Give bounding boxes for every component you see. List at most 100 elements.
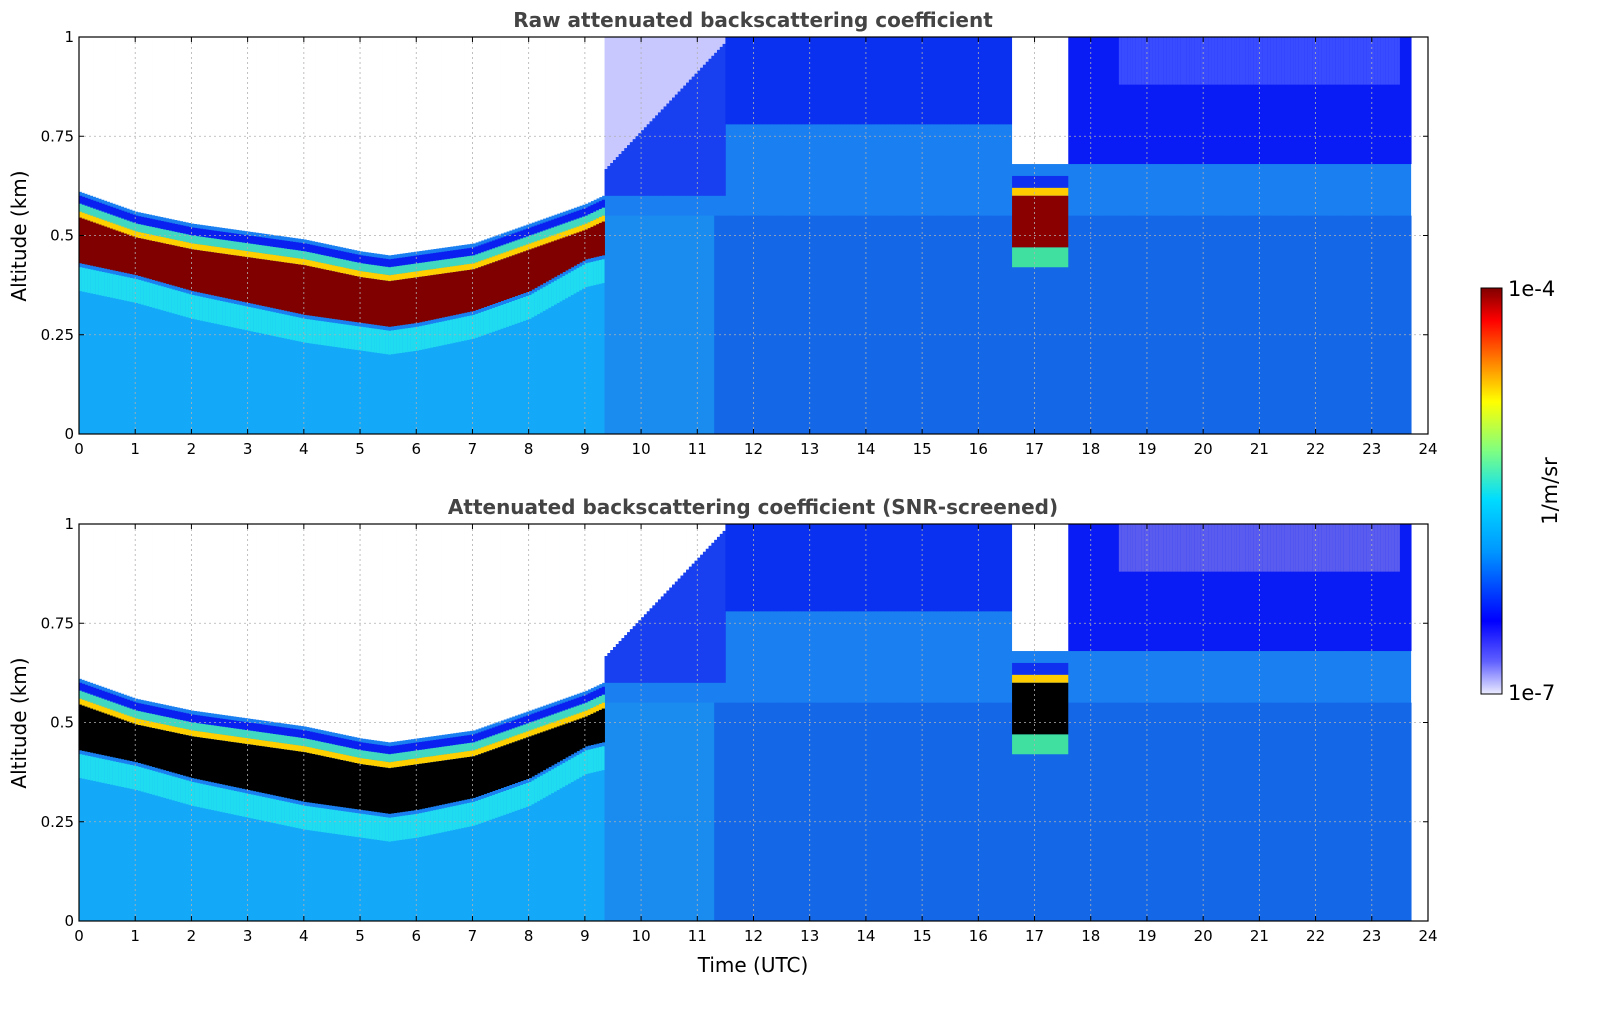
upper-column <box>1332 37 1336 165</box>
upper-column <box>1146 524 1151 652</box>
noise-column <box>607 653 611 683</box>
aerosol-column <box>267 311 271 434</box>
aerosol-column <box>1399 215 1404 434</box>
clear-sky-column <box>480 524 485 728</box>
aerosol-column <box>868 215 872 434</box>
clear-sky-column <box>329 524 333 732</box>
noise-column <box>615 37 619 158</box>
no-signal-column <box>1034 524 1038 652</box>
aerosol-column <box>500 304 504 329</box>
cloud-edge <box>93 200 97 209</box>
aerosol-column <box>705 702 709 921</box>
cloud-core <box>539 732 544 772</box>
aerosol-column <box>480 311 485 336</box>
cloud-edge <box>492 240 496 249</box>
cloud-edge <box>548 707 552 716</box>
cloud-edge <box>556 233 560 240</box>
upper-column <box>733 524 738 612</box>
aerosol-column <box>601 746 605 921</box>
noise-column <box>708 524 712 546</box>
upper-column <box>882 524 886 612</box>
cloud-edge <box>559 711 563 720</box>
aerosol-column <box>163 774 167 921</box>
upper-column <box>1124 524 1128 652</box>
cloud-edge <box>174 726 178 733</box>
clear-sky-column <box>191 37 195 224</box>
cloud-core <box>166 731 170 771</box>
noise-column <box>1307 37 1311 85</box>
upper-column <box>1205 524 1210 652</box>
aerosol-column <box>1222 215 1227 434</box>
clear-sky-column <box>486 524 490 726</box>
aerosol-column <box>511 301 516 325</box>
noise-column <box>1130 37 1134 85</box>
cloud-edge <box>508 737 513 744</box>
clear-sky-column <box>87 37 91 195</box>
clear-sky-column <box>233 37 237 230</box>
aerosol-column <box>275 312 279 337</box>
upper-column <box>1245 37 1249 165</box>
aerosol-column <box>787 702 791 921</box>
noise-column <box>1256 37 1260 85</box>
cloud-edge <box>374 257 378 266</box>
clear-sky-column <box>132 37 136 211</box>
aerosol-column <box>132 765 136 921</box>
cloud-edge <box>553 218 558 227</box>
aerosol-column <box>745 702 749 921</box>
aerosol-column <box>1068 702 1072 921</box>
cloud-edge <box>486 242 490 251</box>
cloud-edge <box>545 221 549 230</box>
aerosol-column <box>326 809 330 833</box>
cloud-core <box>135 237 139 276</box>
aerosol-column <box>264 310 268 434</box>
aerosol-column <box>1366 215 1370 434</box>
upper-column <box>950 37 954 125</box>
aerosol-column <box>646 215 650 434</box>
clear-sky-column <box>163 524 167 705</box>
cloud-edge <box>570 707 575 716</box>
cloud-edge <box>219 718 223 727</box>
aerosol-column <box>284 314 288 434</box>
aerosol-column <box>888 215 892 434</box>
clear-sky-column <box>354 524 358 738</box>
clear-sky-column <box>447 37 451 248</box>
cloud-core <box>486 264 490 306</box>
cloud-edge <box>1012 187 1069 196</box>
clear-sky-column <box>525 37 530 225</box>
cloud-edge <box>427 261 431 270</box>
aerosol-column <box>166 774 170 799</box>
upper-column <box>1363 37 1367 165</box>
cloud-core <box>289 750 293 799</box>
upper-column <box>1374 37 1378 165</box>
cloud-edge <box>79 211 83 218</box>
cloud-edge <box>230 728 234 736</box>
cloud-edge <box>250 235 254 244</box>
aerosol-column <box>250 794 254 819</box>
aerosol-column <box>896 215 901 434</box>
noise-column <box>722 43 726 196</box>
cloud-edge <box>180 712 184 721</box>
aerosol-column <box>1248 215 1252 434</box>
noise-column <box>1267 524 1272 572</box>
cloud-core <box>326 757 330 806</box>
cloud-edge <box>154 235 159 242</box>
cloud-edge <box>433 252 437 261</box>
noise-column <box>1197 37 1201 85</box>
clear-sky-column <box>545 524 549 705</box>
aerosol-column <box>627 702 631 921</box>
aerosol-column <box>303 805 308 921</box>
cloud-edge <box>486 737 490 746</box>
clear-sky-column <box>132 524 136 698</box>
aerosol-column <box>489 308 493 434</box>
noise-column <box>663 106 667 196</box>
upper-column <box>846 37 850 125</box>
cloud-edge <box>135 215 139 224</box>
cloud-core <box>160 729 164 770</box>
noise-column <box>680 524 684 576</box>
upper-column <box>1279 37 1283 165</box>
aerosol-column <box>910 702 915 921</box>
upper-column <box>989 37 993 125</box>
upper-column <box>1107 524 1111 652</box>
cloud-edge <box>312 253 316 262</box>
cloud-edge <box>458 744 462 753</box>
